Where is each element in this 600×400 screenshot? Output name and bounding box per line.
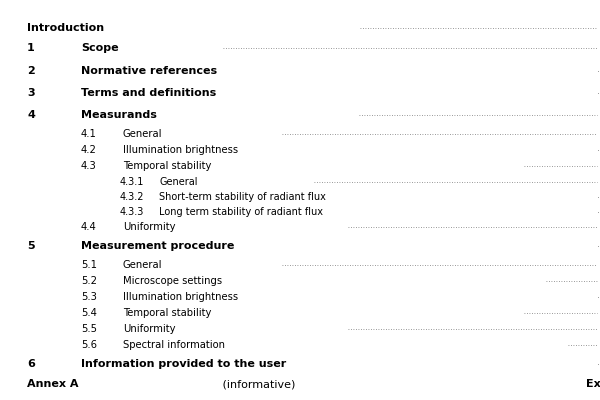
Text: Long term stability of radiant flux: Long term stability of radiant flux bbox=[159, 207, 323, 217]
Text: (informative): (informative) bbox=[218, 379, 298, 389]
Text: 4.3: 4.3 bbox=[81, 161, 97, 171]
Text: Spectral information: Spectral information bbox=[123, 340, 225, 350]
Text: 2: 2 bbox=[27, 66, 35, 76]
Text: General: General bbox=[123, 260, 163, 270]
Text: 5.2: 5.2 bbox=[81, 276, 97, 286]
Text: Short-term stability of radiant flux: Short-term stability of radiant flux bbox=[159, 192, 326, 202]
Text: Measurement procedure: Measurement procedure bbox=[81, 241, 235, 251]
Text: 5.6: 5.6 bbox=[81, 340, 97, 350]
Text: 4.4: 4.4 bbox=[81, 222, 97, 232]
Text: Measurands: Measurands bbox=[81, 110, 157, 120]
Text: 5.1: 5.1 bbox=[81, 260, 97, 270]
Text: 5.4: 5.4 bbox=[81, 308, 97, 318]
Text: Temporal stability: Temporal stability bbox=[123, 308, 211, 318]
Text: 6: 6 bbox=[27, 359, 35, 369]
Text: Scope: Scope bbox=[81, 43, 119, 53]
Text: Illumination brightness: Illumination brightness bbox=[123, 292, 238, 302]
Text: 5.3: 5.3 bbox=[81, 292, 97, 302]
Text: Uniformity: Uniformity bbox=[123, 222, 176, 232]
Text: Uniformity: Uniformity bbox=[123, 324, 176, 334]
Text: 4.3.1: 4.3.1 bbox=[120, 176, 145, 186]
Text: Normative references: Normative references bbox=[81, 66, 217, 76]
Text: 1: 1 bbox=[27, 43, 35, 53]
Text: 4: 4 bbox=[27, 110, 35, 120]
Text: General: General bbox=[123, 129, 163, 139]
Text: Microscope settings: Microscope settings bbox=[123, 276, 222, 286]
Text: 3: 3 bbox=[27, 88, 35, 98]
Text: 4.3.3: 4.3.3 bbox=[120, 207, 145, 217]
Text: Introduction: Introduction bbox=[27, 22, 104, 32]
Text: 4.3.2: 4.3.2 bbox=[120, 192, 145, 202]
Text: 4.1: 4.1 bbox=[81, 129, 97, 139]
Text: 5: 5 bbox=[27, 241, 35, 251]
Text: General: General bbox=[159, 176, 197, 186]
Text: Illumination brightness: Illumination brightness bbox=[123, 145, 238, 155]
Text: Temporal stability: Temporal stability bbox=[123, 161, 211, 171]
Text: Annex A: Annex A bbox=[27, 379, 79, 389]
Text: 5.5: 5.5 bbox=[81, 324, 97, 334]
Text: Examples: Examples bbox=[586, 379, 600, 389]
Text: 4.2: 4.2 bbox=[81, 145, 97, 155]
Text: Terms and definitions: Terms and definitions bbox=[81, 88, 216, 98]
Text: Information provided to the user: Information provided to the user bbox=[81, 359, 286, 369]
